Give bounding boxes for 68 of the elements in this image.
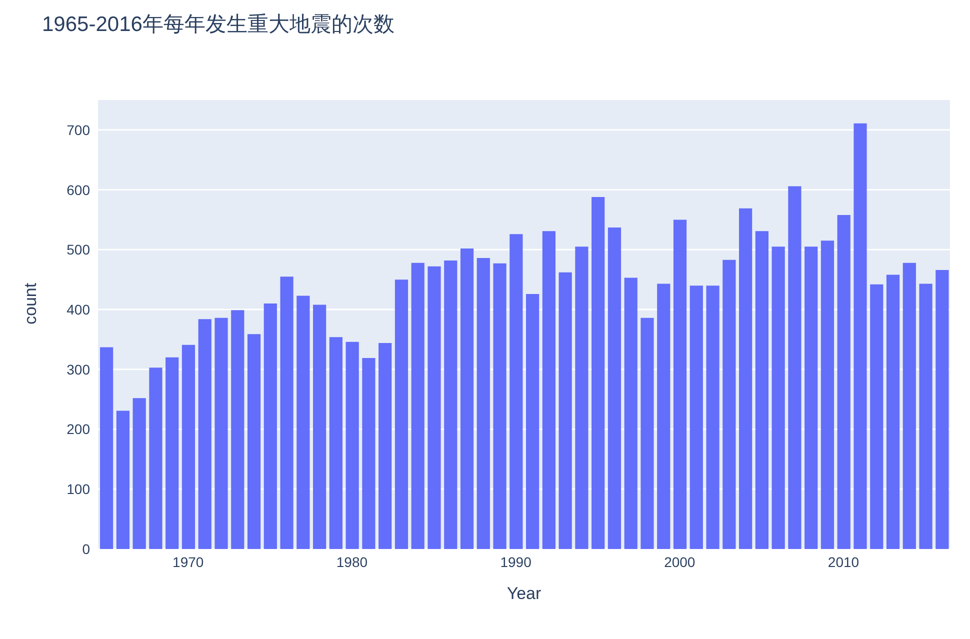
bar <box>755 231 768 549</box>
bar <box>493 263 506 549</box>
bar <box>739 208 752 549</box>
bar <box>100 347 114 549</box>
chart-title: 1965-2016年每年发生重大地震的次数 <box>42 12 394 38</box>
bar <box>526 294 540 549</box>
bar <box>706 286 720 549</box>
bar <box>231 310 244 549</box>
y-tick-label: 300 <box>66 361 90 378</box>
bar <box>378 343 392 549</box>
bar <box>673 220 687 549</box>
bar <box>804 246 818 549</box>
bar <box>657 284 670 549</box>
x-tick-label: 2000 <box>664 554 696 570</box>
bar <box>542 231 556 549</box>
y-tick-label: 700 <box>66 122 90 138</box>
bar <box>346 342 359 549</box>
y-tick-label: 500 <box>66 242 90 258</box>
bar <box>214 318 228 549</box>
bar <box>624 278 638 549</box>
bar <box>460 248 474 549</box>
bar <box>788 186 802 549</box>
bar <box>558 272 572 549</box>
bar <box>837 214 850 549</box>
bar <box>296 296 310 549</box>
bar <box>870 284 884 549</box>
x-axis-title: Year <box>506 584 542 603</box>
bar <box>411 262 424 549</box>
bar <box>264 304 277 549</box>
bar <box>886 274 900 549</box>
y-tick-label: 200 <box>66 421 90 438</box>
y-tick-label: 400 <box>66 302 90 318</box>
bar <box>132 398 146 549</box>
bar <box>428 266 441 549</box>
bar <box>510 234 523 549</box>
bar <box>902 262 916 549</box>
bar <box>313 304 326 549</box>
bar <box>936 270 949 549</box>
bar <box>919 284 932 549</box>
bar <box>247 334 261 549</box>
bar <box>329 337 342 549</box>
bar <box>116 410 130 549</box>
x-tick-label: 1990 <box>500 554 532 570</box>
bar <box>690 286 703 549</box>
bar <box>394 280 408 549</box>
bar <box>198 319 212 549</box>
bar <box>608 228 622 549</box>
x-tick-label: 2010 <box>828 554 860 570</box>
bar <box>362 358 376 549</box>
y-tick-label: 600 <box>66 182 90 198</box>
bar <box>149 368 162 549</box>
bar <box>772 246 785 549</box>
bar <box>722 260 736 549</box>
y-tick-label: 0 <box>82 540 90 557</box>
bar <box>640 318 654 549</box>
bar <box>592 196 605 549</box>
bar <box>166 357 179 549</box>
bar <box>820 240 834 549</box>
x-tick-label: 1970 <box>172 554 204 570</box>
y-tick-label: 100 <box>66 481 90 498</box>
y-axis-title: count <box>21 282 40 324</box>
bar <box>575 246 588 549</box>
x-tick-label: 1980 <box>336 554 368 570</box>
bar <box>444 260 458 549</box>
bar <box>280 276 294 549</box>
bar <box>476 258 490 549</box>
bar <box>854 123 867 549</box>
bar <box>182 344 196 549</box>
